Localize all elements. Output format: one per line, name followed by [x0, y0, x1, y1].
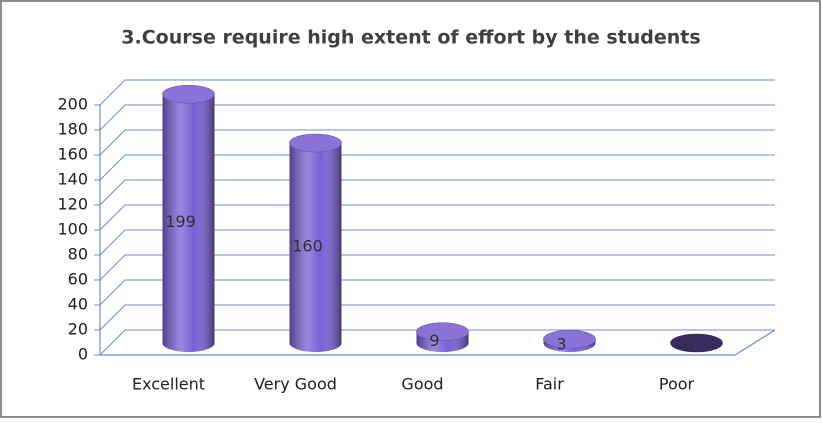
bar-top [289, 133, 342, 153]
bar-shade [162, 94, 215, 352]
y-tick-label: 60 [68, 270, 88, 289]
x-tick-label: Excellent [132, 375, 205, 394]
bar-top-dark [670, 334, 723, 352]
bar-shade [289, 143, 342, 352]
bar-top [543, 329, 596, 349]
y-tick-label: 40 [68, 295, 88, 314]
grid-line [99, 179, 775, 206]
y-tick-label: 100 [57, 220, 88, 239]
y-tick-label: 120 [57, 195, 88, 214]
data-label: 199 [165, 212, 196, 231]
grid-line [99, 204, 775, 231]
bar-top-shade [543, 330, 596, 349]
x-tick-label: Poor [659, 375, 695, 394]
y-tick-label: 20 [68, 320, 88, 339]
floor-edge [100, 329, 776, 356]
y-tick-label: 200 [57, 95, 88, 114]
bar-top [416, 322, 469, 342]
x-tick-label: Good [401, 375, 443, 394]
bar-top-shade [416, 322, 469, 341]
x-tick-label: Very Good [254, 375, 337, 394]
grid-line [99, 254, 775, 281]
bar-top [162, 84, 215, 104]
x-tick-label: Fair [535, 375, 564, 394]
grid-line [99, 279, 775, 306]
data-label: 0 [683, 337, 693, 356]
data-label: 9 [429, 331, 439, 350]
bar-top-shade [162, 85, 215, 104]
y-tick-label: 140 [57, 170, 88, 189]
y-tick-label: 0 [78, 345, 88, 364]
y-tick-label: 160 [57, 145, 88, 164]
data-label: 3 [556, 335, 566, 354]
grid-line [99, 104, 775, 131]
bar-top-shade [289, 134, 342, 152]
grid-line [99, 304, 775, 331]
y-tick-label: 180 [57, 120, 88, 139]
grid-line [99, 79, 775, 106]
grid-line [99, 154, 775, 181]
grid-line [99, 129, 775, 156]
grid-line [99, 329, 775, 356]
grid-line [99, 229, 775, 256]
data-label: 160 [292, 237, 323, 256]
chart-title: 3.Course require high extent of effort b… [121, 27, 700, 49]
y-tick-label: 80 [68, 245, 88, 264]
